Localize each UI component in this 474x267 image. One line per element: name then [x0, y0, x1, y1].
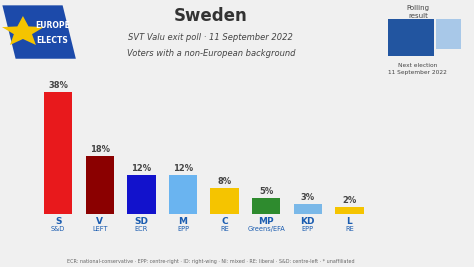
- Text: LEFT: LEFT: [92, 226, 108, 232]
- Text: EPP: EPP: [302, 226, 314, 232]
- FancyBboxPatch shape: [436, 19, 461, 49]
- Text: Greens/EFA: Greens/EFA: [247, 226, 285, 232]
- Text: S&D: S&D: [51, 226, 65, 232]
- Bar: [335, 207, 364, 214]
- Bar: [86, 156, 114, 214]
- Text: C: C: [221, 217, 228, 226]
- FancyBboxPatch shape: [388, 19, 434, 56]
- Text: RE: RE: [220, 226, 229, 232]
- Bar: [210, 188, 239, 214]
- Text: 2%: 2%: [342, 196, 356, 205]
- Text: S: S: [55, 217, 62, 226]
- Text: EPP: EPP: [177, 226, 189, 232]
- Bar: [44, 92, 73, 214]
- Bar: [127, 175, 155, 214]
- Text: V: V: [96, 217, 103, 226]
- Text: 8%: 8%: [218, 177, 232, 186]
- Text: KD: KD: [301, 217, 315, 226]
- Polygon shape: [2, 16, 44, 45]
- Text: M: M: [179, 217, 188, 226]
- Text: ECR: ECR: [135, 226, 148, 232]
- Text: Sweden: Sweden: [174, 7, 248, 25]
- Text: L: L: [346, 217, 352, 226]
- Text: Polling
result: Polling result: [406, 5, 429, 19]
- Text: 12%: 12%: [173, 164, 193, 173]
- Text: 12%: 12%: [131, 164, 152, 173]
- Bar: [169, 175, 197, 214]
- Text: EUROPE: EUROPE: [35, 21, 70, 30]
- Text: MP: MP: [258, 217, 274, 226]
- Text: ECR: national-conservative · EPP: centre-right · ID: right-wing · NI: mixed · RE: ECR: national-conservative · EPP: centre…: [67, 259, 355, 264]
- Text: SVT Valu exit poll · 11 September 2022: SVT Valu exit poll · 11 September 2022: [128, 33, 293, 42]
- Text: Govt: Govt: [49, 205, 67, 211]
- Text: Voters with a non-European background: Voters with a non-European background: [127, 49, 295, 58]
- Bar: [294, 204, 322, 214]
- Bar: [252, 198, 281, 214]
- Text: 18%: 18%: [90, 145, 110, 154]
- Text: Next election
11 September 2022: Next election 11 September 2022: [388, 64, 447, 75]
- Text: 5%: 5%: [259, 187, 273, 196]
- Text: 38%: 38%: [48, 81, 68, 90]
- Text: ELECTS: ELECTS: [36, 36, 68, 45]
- Text: SD: SD: [135, 217, 148, 226]
- Polygon shape: [2, 5, 76, 59]
- Text: RE: RE: [345, 226, 354, 232]
- Text: 3%: 3%: [301, 193, 315, 202]
